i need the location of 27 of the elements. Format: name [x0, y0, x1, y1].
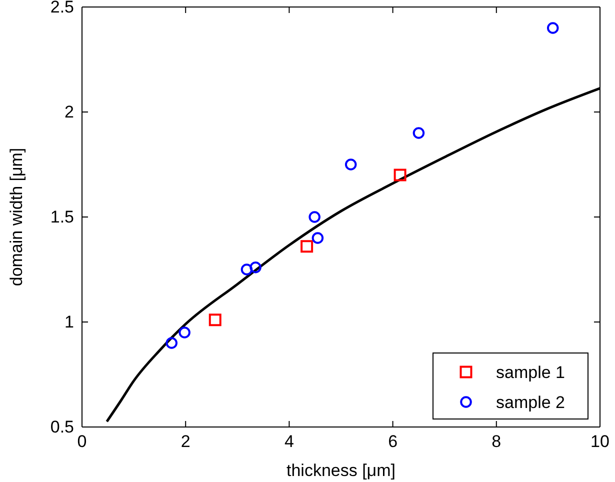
- y-tick-label: 0.5: [50, 417, 74, 436]
- y-tick-label: 1.5: [50, 207, 74, 226]
- x-tick-label: 2: [180, 432, 190, 452]
- y-tick-label: 2.5: [50, 0, 74, 16]
- point: [412, 127, 425, 139]
- point: [178, 326, 190, 338]
- point: [308, 211, 320, 223]
- point: [250, 262, 262, 274]
- y-axis-title: domain width [μm]: [7, 148, 26, 286]
- x-tick-label: 4: [284, 432, 294, 452]
- legend-label: sample 1: [496, 363, 565, 382]
- point: [208, 314, 222, 326]
- point: [394, 168, 406, 182]
- y-tick-label: 1: [64, 312, 74, 332]
- point: [546, 22, 559, 34]
- point: [240, 264, 253, 276]
- y-tick-label: 2: [64, 102, 74, 122]
- x-tick-label: 0: [77, 432, 87, 452]
- point: [300, 240, 314, 253]
- point: [166, 337, 178, 349]
- x-axis-title: thickness [μm]: [286, 461, 396, 480]
- point: [312, 232, 324, 244]
- x-tick-label: 10: [590, 432, 610, 452]
- point: [344, 158, 357, 170]
- x-tick-label: 6: [388, 432, 398, 452]
- x-tick-label: 8: [492, 432, 502, 452]
- legend-label: sample 2: [496, 393, 565, 412]
